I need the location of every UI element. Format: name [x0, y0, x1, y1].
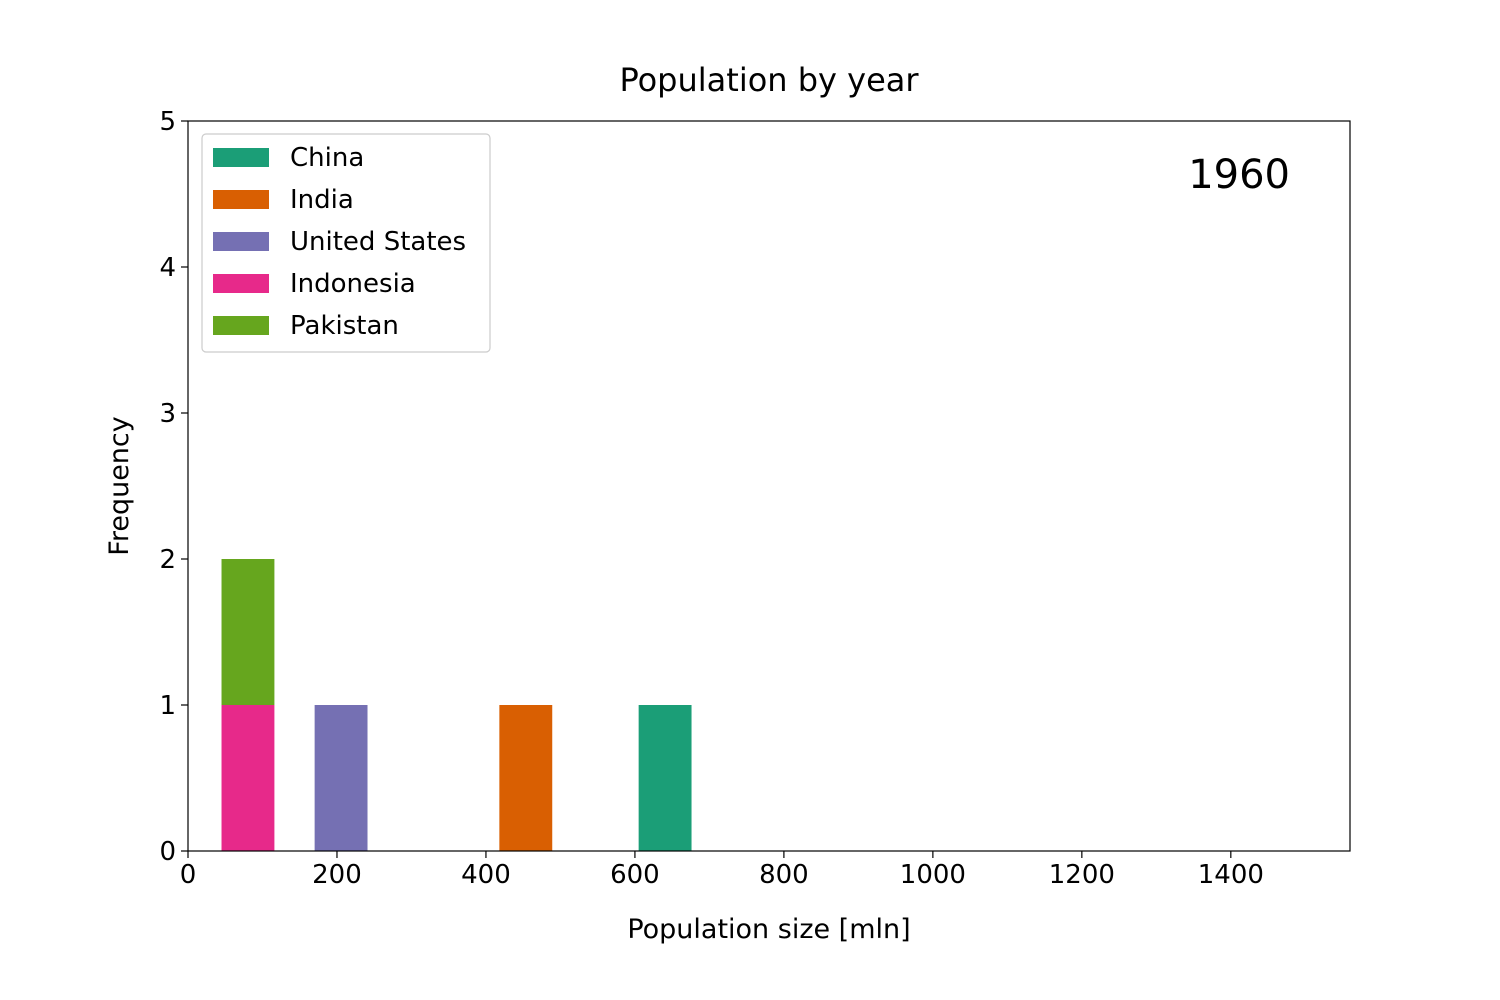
x-tick-label: 600: [610, 860, 660, 890]
bar-india: [499, 705, 553, 851]
bar-united-states: [314, 705, 368, 851]
y-tick-label: 1: [159, 691, 176, 721]
year-annotation: 1960: [1188, 152, 1290, 198]
plot-frame: [187, 120, 1351, 852]
legend-label-indonesia: Indonesia: [290, 269, 416, 299]
chart-title: Population by year: [619, 61, 919, 99]
legend-swatch-pakistan: [213, 316, 269, 335]
legend-swatch-united-states: [213, 232, 269, 251]
y-axis-label: Frequency: [104, 416, 135, 556]
bars-layer: [221, 559, 692, 851]
legend-label-united-states: United States: [290, 227, 466, 257]
x-tick-label: 1400: [1198, 860, 1264, 890]
x-tick-label: 0: [180, 860, 197, 890]
bar-pakistan: [221, 559, 275, 705]
legend-label-india: India: [290, 185, 354, 215]
x-tick-label: 1200: [1049, 860, 1115, 890]
y-tick-label: 0: [159, 837, 176, 867]
bar-indonesia: [221, 705, 275, 851]
legend: China India United States Indonesia Pakistan: [201, 133, 491, 353]
legend-label-pakistan: Pakistan: [290, 311, 399, 341]
legend-items: China India United States Indonesia Pakistan: [213, 143, 466, 341]
legend-swatch-india: [213, 190, 269, 209]
y-tick-label: 4: [159, 253, 176, 283]
x-axis: 0 200 400 600 800 1000 1200 1400: [180, 851, 1264, 890]
y-tick-label: 2: [159, 545, 176, 575]
x-tick-label: 1000: [900, 860, 966, 890]
legend-label-china: China: [290, 143, 364, 173]
legend-box: [201, 133, 491, 353]
y-axis: 0 1 2 3 4 5: [159, 107, 188, 867]
y-tick-label: 3: [159, 399, 176, 429]
x-tick-label: 400: [461, 860, 511, 890]
bar-china: [638, 705, 692, 851]
y-tick-label: 5: [159, 107, 176, 137]
x-axis-label: Population size [mln]: [627, 914, 910, 945]
x-tick-label: 800: [759, 860, 809, 890]
legend-swatch-china: [213, 148, 269, 167]
legend-swatch-indonesia: [213, 274, 269, 293]
x-tick-label: 200: [312, 860, 362, 890]
